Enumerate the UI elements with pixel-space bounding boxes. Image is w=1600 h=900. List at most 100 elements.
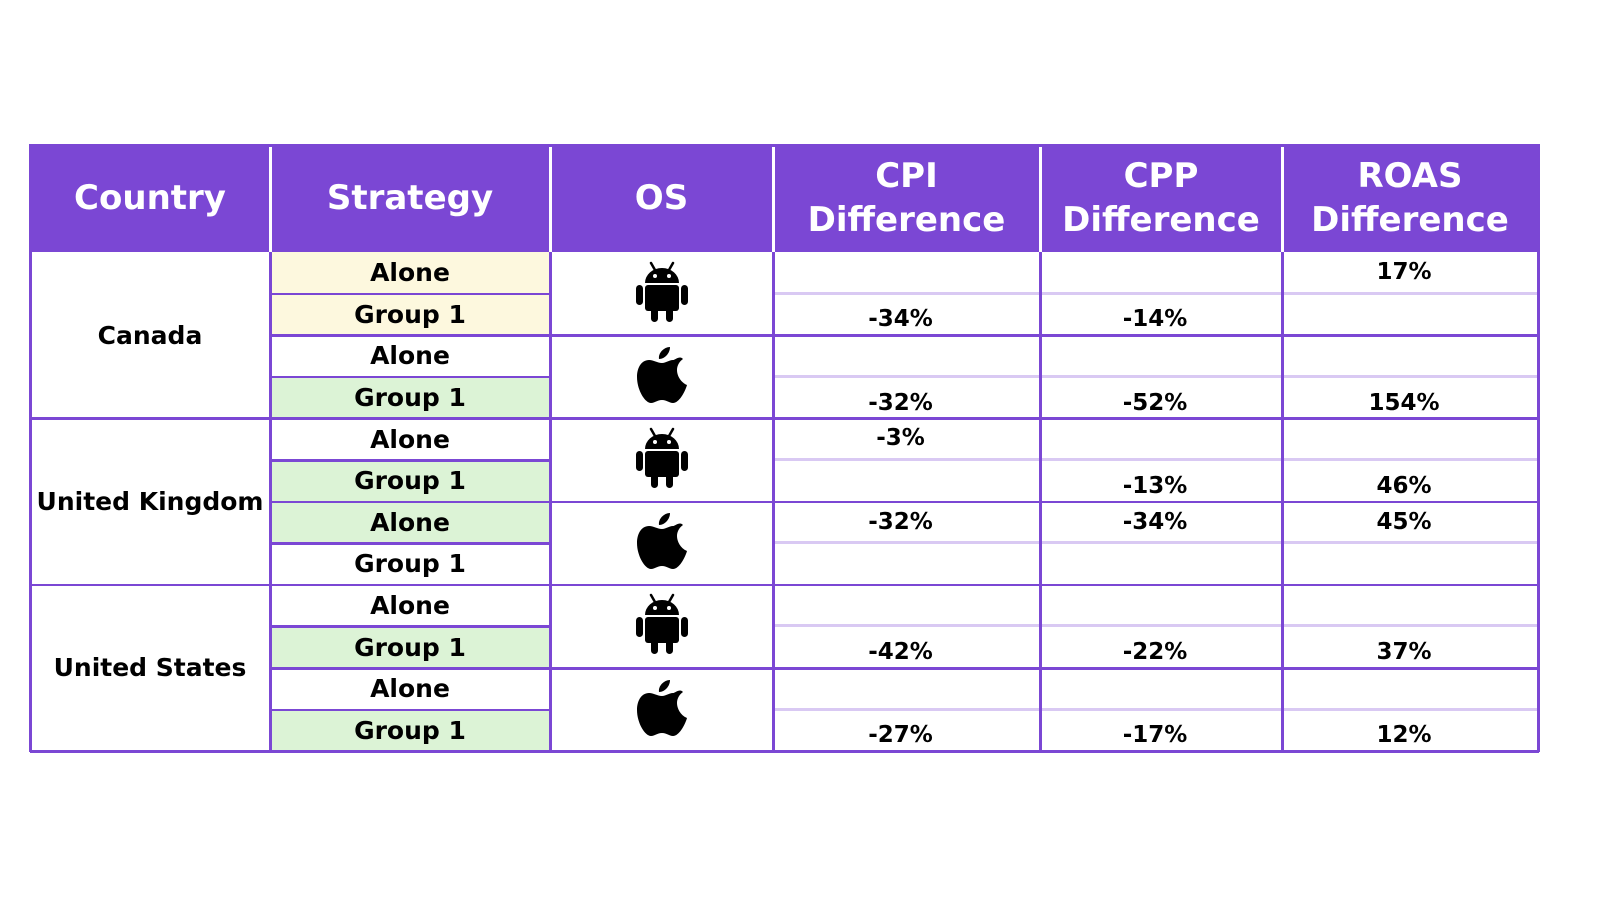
metric-subdivider <box>1282 624 1538 628</box>
column-divider <box>1281 144 1284 753</box>
metric-subdivider <box>773 624 1040 628</box>
os-group-divider <box>270 334 550 337</box>
column-divider <box>549 144 552 753</box>
metric-subdivider <box>1040 291 1282 295</box>
header-cpi: CPI Difference <box>773 144 1040 252</box>
cpi-value: -32% <box>868 389 933 416</box>
country-cell: Canada <box>30 252 270 418</box>
strategy-cell: Alone <box>270 501 550 544</box>
country-cell: United States <box>30 585 270 751</box>
strategy-divider <box>270 375 550 379</box>
header-country-label: Country <box>74 178 226 218</box>
header-os: OS <box>550 144 773 252</box>
header-column-divider <box>1281 144 1284 252</box>
roas-value: 45% <box>1376 508 1432 535</box>
cpp-value: -34% <box>1122 508 1188 535</box>
header-cpp: CPP Difference <box>1040 144 1282 252</box>
strategy-label: Group 1 <box>354 549 466 579</box>
metric-subdivider <box>1282 374 1538 378</box>
metric-subdivider <box>773 291 1040 295</box>
strategy-cell: Alone <box>270 335 550 377</box>
cpi-value: -34% <box>868 306 933 333</box>
metric-subdivider <box>773 374 1040 378</box>
header-country: Country <box>30 144 270 252</box>
metric-subdivider <box>1282 458 1538 461</box>
strategy-label: Group 1 <box>354 632 466 662</box>
header-cpi-line: Difference <box>807 200 1006 240</box>
strategy-divider <box>270 459 550 462</box>
strategy-cell: Group 1 <box>270 543 550 585</box>
strategy-label: Alone <box>370 591 450 621</box>
android-icon <box>635 593 688 659</box>
strategy-label: Group 1 <box>354 383 466 413</box>
os-group-divider <box>1040 500 1282 504</box>
header-roas-line: ROAS <box>1357 156 1463 196</box>
strategy-cell: Alone <box>270 584 550 627</box>
os-group-divider <box>773 500 1040 504</box>
table-top-border <box>30 144 1538 147</box>
column-divider <box>29 144 32 753</box>
header-column-divider <box>772 144 775 252</box>
apple-icon <box>636 345 687 409</box>
roas-value: 37% <box>1376 639 1432 666</box>
metric-subdivider <box>1040 374 1282 378</box>
strategy-cell: Group 1 <box>270 460 550 502</box>
metric-subdivider <box>773 458 1040 461</box>
strategy-divider <box>270 292 550 296</box>
strategy-divider <box>270 542 550 545</box>
metric-subdivider <box>773 541 1040 545</box>
strategy-label: Group 1 <box>354 715 466 745</box>
strategy-divider <box>270 625 550 628</box>
strategy-cell: Alone <box>270 252 550 294</box>
os-group-divider <box>773 667 1040 670</box>
roas-value: 17% <box>1376 258 1432 285</box>
country-name: United Kingdom <box>36 487 264 517</box>
cpi-value: -42% <box>868 639 933 666</box>
header-column-divider <box>549 144 552 252</box>
header-strategy-label: Strategy <box>326 178 494 218</box>
strategy-divider <box>270 708 550 712</box>
strategy-cell: Group 1 <box>270 376 550 419</box>
cpp-value: -13% <box>1122 472 1188 499</box>
metric-subdivider <box>1040 458 1282 461</box>
country-name: United States <box>53 653 247 683</box>
column-divider <box>772 144 775 753</box>
strategy-label: Group 1 <box>354 299 466 329</box>
strategy-label: Group 1 <box>354 466 466 496</box>
country-divider <box>30 583 1538 587</box>
cpp-value: -22% <box>1122 639 1188 666</box>
strategy-cell: Alone <box>270 668 550 710</box>
cpp-value: -17% <box>1122 722 1188 749</box>
column-divider <box>1537 144 1540 753</box>
os-group-divider <box>1282 667 1538 670</box>
strategy-label: Alone <box>370 424 450 454</box>
column-divider <box>1039 144 1042 753</box>
cpi-value: -3% <box>876 425 925 452</box>
apple-icon <box>636 678 687 742</box>
strategy-label: Alone <box>370 507 450 537</box>
metric-subdivider <box>1282 291 1538 295</box>
cpi-value: -27% <box>868 722 933 749</box>
os-group-divider <box>1282 334 1538 337</box>
header-cpp-line: Difference <box>1062 200 1260 240</box>
os-group-divider <box>773 334 1040 337</box>
os-group-divider <box>1040 334 1282 337</box>
os-group-divider <box>550 500 773 504</box>
android-icon <box>635 261 688 327</box>
header-os-label: OS <box>634 178 689 218</box>
metric-subdivider <box>1040 707 1282 711</box>
roas-value: 46% <box>1376 472 1432 499</box>
metric-subdivider <box>1282 541 1538 545</box>
android-icon <box>635 427 688 493</box>
header-roas-line: Difference <box>1311 200 1509 240</box>
metric-subdivider <box>1040 624 1282 628</box>
strategy-cell: Group 1 <box>270 626 550 668</box>
roas-value: 12% <box>1376 722 1432 749</box>
strategy-cell: Alone <box>270 418 550 460</box>
strategy-cell: Group 1 <box>270 293 550 336</box>
strategy-label: Alone <box>370 674 450 704</box>
header-cpi-line: CPI <box>875 156 938 196</box>
strategy-label: Alone <box>370 258 450 288</box>
country-cell: United Kingdom <box>30 418 270 584</box>
